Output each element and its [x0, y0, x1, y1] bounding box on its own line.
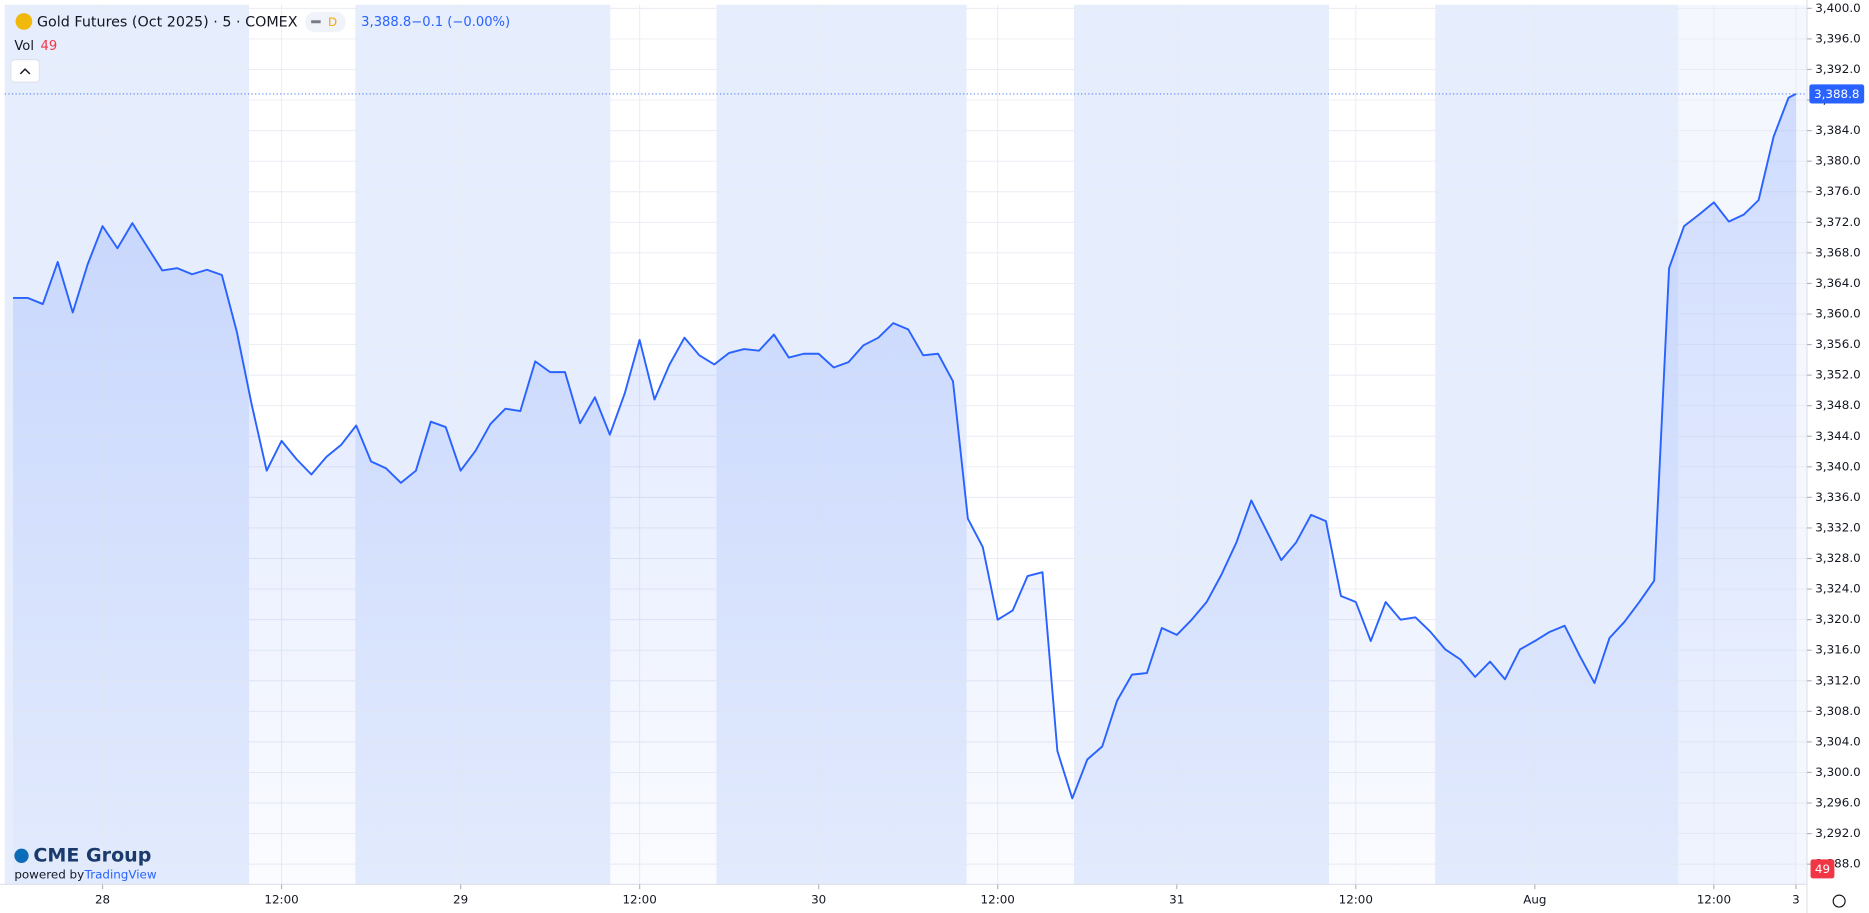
- x-tick-label: 28: [95, 892, 110, 906]
- y-tick-label: 3,368.0: [1815, 245, 1860, 259]
- x-tick-label: 31: [1169, 892, 1184, 906]
- settings-icon[interactable]: [1832, 894, 1846, 908]
- badge-icon: [311, 20, 321, 24]
- y-tick-label: 3,340.0: [1815, 459, 1860, 473]
- price-change: −0.1 (−0.00%): [411, 15, 510, 30]
- y-tick-label: 3,356.0: [1815, 337, 1860, 351]
- y-tick-label: 3,364.0: [1815, 276, 1860, 290]
- y-tick-label: 3,332.0: [1815, 520, 1860, 534]
- cme-logo-icon: [14, 848, 29, 863]
- interval-badge: D: [328, 15, 337, 29]
- y-tick-label: 3,360.0: [1815, 306, 1860, 320]
- y-tick-label: 3,372.0: [1815, 215, 1860, 229]
- y-tick-label: 3,320.0: [1815, 612, 1860, 626]
- y-tick-label: 3,400.0: [1815, 1, 1860, 15]
- area-fill: [13, 93, 1796, 885]
- last-price-tag: [1809, 84, 1865, 104]
- x-tick-label: 12:00: [622, 892, 656, 906]
- axes: 3,288.03,292.03,296.03,300.03,304.03,308…: [95, 1, 1865, 906]
- y-tick-label: 3,336.0: [1815, 490, 1860, 504]
- volume-value: 49: [41, 39, 58, 54]
- collapse-icon: [19, 68, 31, 75]
- y-tick-label: 3,296.0: [1815, 796, 1860, 810]
- y-tick-label: 3,344.0: [1815, 429, 1860, 443]
- collapse-button[interactable]: [10, 58, 40, 83]
- y-tick-label: 3,304.0: [1815, 734, 1860, 748]
- y-tick-label: 3,300.0: [1815, 765, 1860, 779]
- x-tick-label: 3: [1792, 892, 1800, 906]
- price-line: [13, 93, 1797, 800]
- volume-label: Vol: [14, 39, 34, 54]
- x-tick-label: 12:00: [981, 892, 1015, 906]
- y-tick-label: 3,308.0: [1815, 704, 1860, 718]
- cme-logo: CME Group: [33, 844, 151, 866]
- y-tick-label: 3,328.0: [1815, 551, 1860, 565]
- y-tick-label: 3,348.0: [1815, 398, 1860, 412]
- y-tick-label: 3,316.0: [1815, 643, 1860, 657]
- provider: TradingView: [84, 867, 157, 881]
- y-tick-label: 3,396.0: [1815, 31, 1860, 45]
- x-tick-label: Aug: [1523, 892, 1546, 906]
- x-tick-label: 29: [453, 892, 468, 906]
- y-tick-label: 3,324.0: [1815, 582, 1860, 596]
- plot: [4, 93, 1807, 885]
- x-tick-label: 12:00: [1339, 892, 1373, 906]
- volume-tag-label: 49: [1815, 862, 1830, 876]
- last-price: 3,388.8: [361, 15, 411, 30]
- y-tick-label: 3,312.0: [1815, 673, 1860, 687]
- x-tick-label: 12:00: [1697, 892, 1731, 906]
- volume-tag: [1810, 859, 1835, 879]
- y-tick-label: 3,392.0: [1815, 62, 1860, 76]
- y-tick-label: 3,352.0: [1815, 368, 1860, 382]
- y-tick-label: 3,380.0: [1815, 154, 1860, 168]
- y-tick-label: 3,292.0: [1815, 826, 1860, 840]
- badge[interactable]: [305, 11, 346, 33]
- powered-by: powered by: [14, 867, 84, 881]
- x-tick-label: 30: [811, 892, 826, 906]
- symbol-icon: [15, 13, 33, 30]
- symbol-title: Gold Futures (Oct 2025) · 5 · COMEX: [37, 15, 298, 31]
- x-tick-label: 12:00: [264, 892, 298, 906]
- y-tick-label: 3,376.0: [1815, 184, 1860, 198]
- y-tick-label: 3,384.0: [1815, 123, 1860, 137]
- last-price-tag-label: 3,388.8: [1814, 87, 1859, 101]
